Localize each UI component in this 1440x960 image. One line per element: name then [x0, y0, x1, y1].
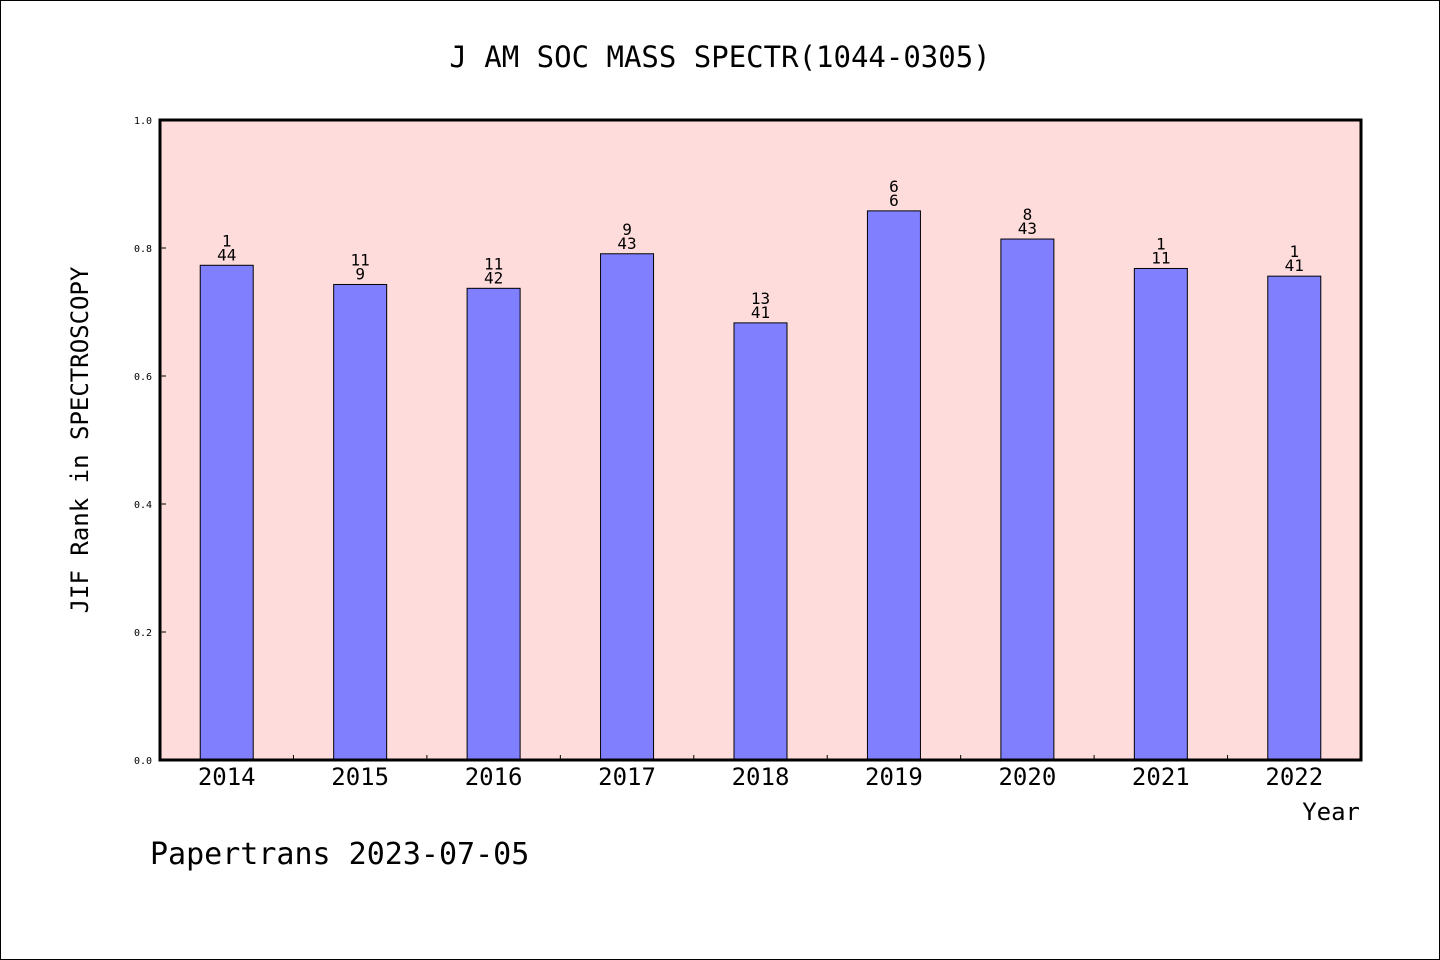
bar-label-bottom: 6 — [889, 191, 899, 210]
bar-2022 — [1267, 275, 1322, 761]
bar-2018 — [733, 322, 788, 761]
bar-label-top: 11 — [484, 254, 503, 273]
chart-title: J AM SOC MASS SPECTR(1044-0305) — [449, 40, 990, 74]
bar-label-bottom: 43 — [617, 234, 636, 253]
footer-text: Papertrans 2023-07-05 — [150, 837, 529, 872]
bar-2021 — [1133, 267, 1188, 761]
bar-label-top: 1 — [222, 231, 232, 250]
bar-label-bottom: 41 — [1285, 256, 1304, 275]
x-tick-label: 2022 — [1265, 763, 1323, 791]
bar-label-bottom: 11 — [1151, 248, 1170, 267]
x-tick-label: 2015 — [331, 763, 389, 791]
bar-label-bottom: 43 — [1018, 219, 1037, 238]
bar-label-top: 11 — [351, 250, 370, 269]
y-tick-label: 0.2 — [134, 628, 152, 639]
x-axis-label: Year — [1302, 798, 1360, 826]
bars — [199, 210, 1322, 761]
bar-label-top: 6 — [889, 177, 899, 196]
bar-label-top: 1 — [1289, 242, 1299, 261]
bar-label-top: 1 — [1156, 234, 1166, 253]
x-tick-label: 2021 — [1132, 763, 1190, 791]
bar-2020 — [1000, 238, 1055, 761]
bar-label-bottom: 9 — [355, 264, 365, 283]
bar-2017 — [600, 253, 655, 761]
y-tick-label: 0.6 — [134, 372, 152, 383]
x-tick-label: 2016 — [465, 763, 523, 791]
y-tick-label: 1.0 — [134, 116, 152, 127]
x-tick-label: 2019 — [865, 763, 923, 791]
bar-label-bottom: 44 — [217, 245, 236, 264]
y-tick-label: 0.4 — [134, 500, 152, 511]
y-axis-label: JIF Rank in SPECTROSCOPY — [66, 266, 94, 613]
bar-label-top: 8 — [1023, 205, 1033, 224]
x-tick-label: 2014 — [198, 763, 256, 791]
axis-ticks: 2014 2015 2016 2017 2018 2019 2020 2021 2022 0.0 0… — [134, 116, 1323, 791]
bar-2015 — [333, 283, 388, 761]
y-tick-label: 0.0 — [134, 756, 152, 767]
bar-2019 — [866, 210, 921, 761]
plot-border — [158, 118, 1363, 762]
y-tick-label: 0.8 — [134, 244, 152, 255]
bar-label-bottom: 41 — [751, 303, 770, 322]
bar-label-bottom: 42 — [484, 268, 503, 287]
bar-label-top: 13 — [751, 289, 770, 308]
x-tick-label: 2020 — [998, 763, 1056, 791]
x-tick-label: 2018 — [732, 763, 790, 791]
bar-2014 — [199, 264, 254, 761]
x-tick-label: 2017 — [598, 763, 656, 791]
bar-label-top: 9 — [622, 220, 632, 239]
bar-2016 — [466, 287, 521, 761]
